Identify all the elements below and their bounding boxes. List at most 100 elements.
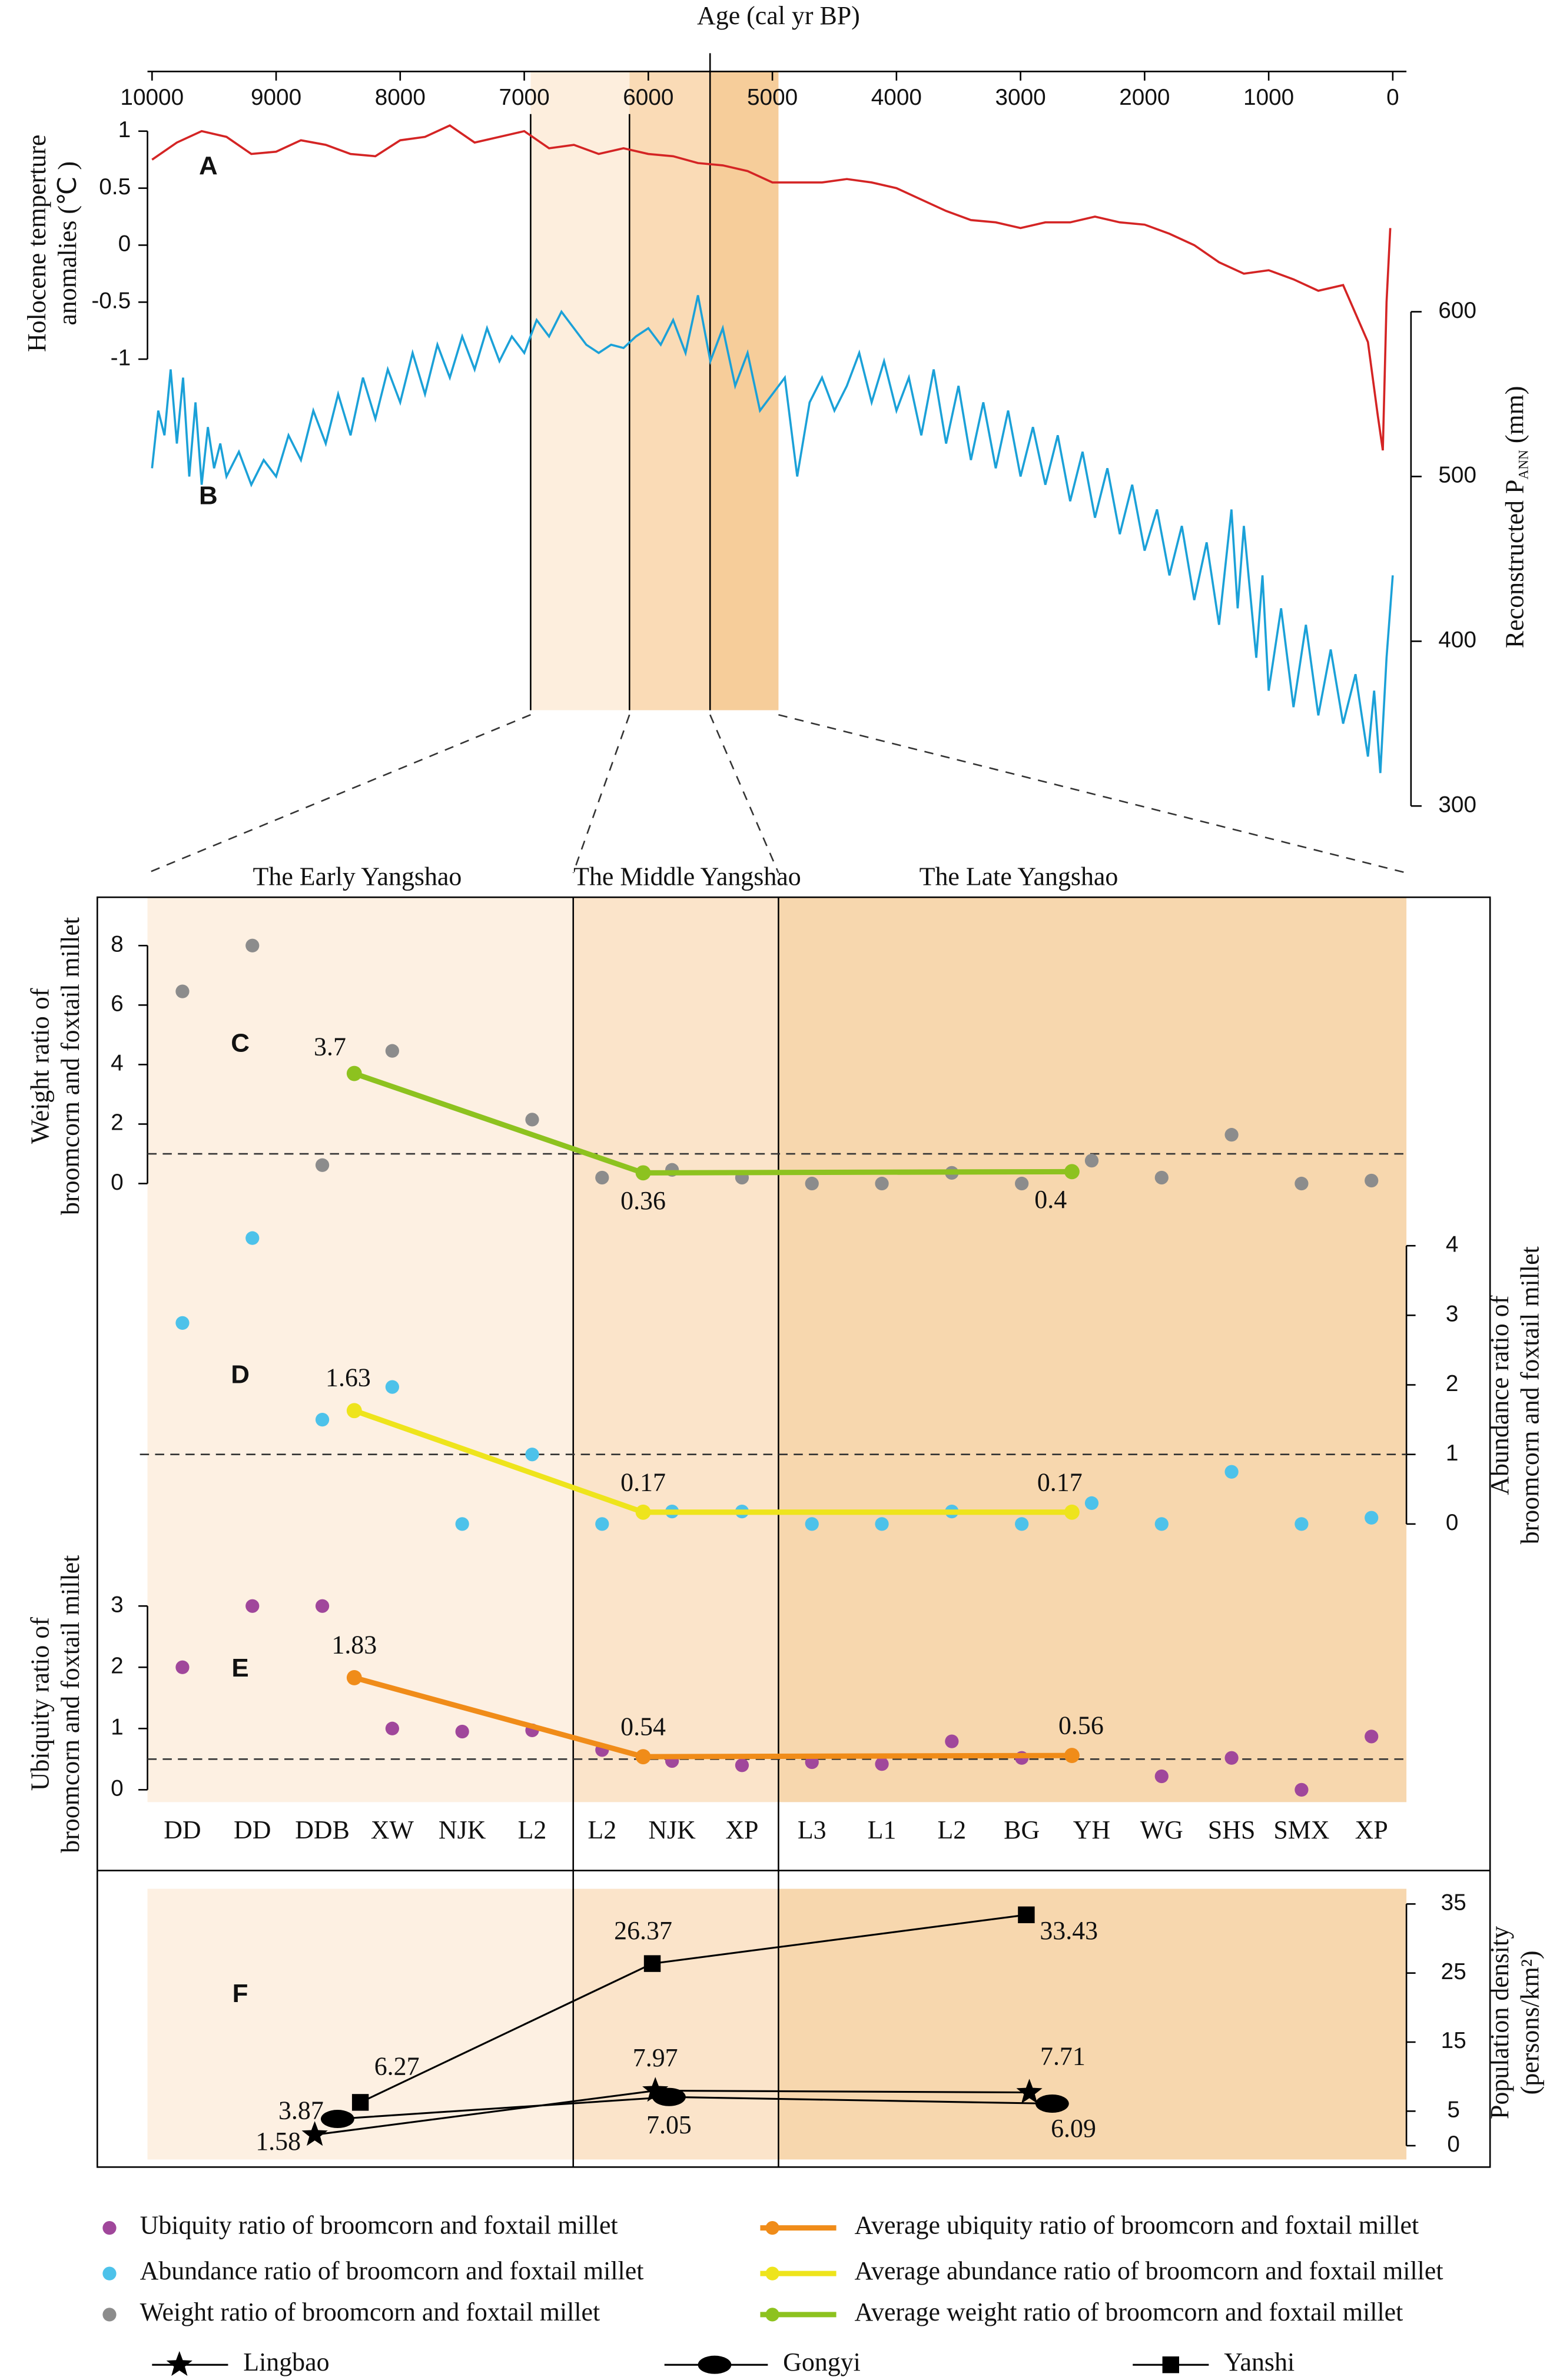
legend-label: Ubiquity ratio of broomcorn and foxtail …	[140, 2212, 618, 2240]
data-point	[175, 1660, 190, 1674]
y-tick-label: 0	[1446, 1510, 1459, 1535]
y-tick-label: 0	[111, 1170, 124, 1195]
value-label: 7.97	[633, 2044, 678, 2072]
value-label: 1.58	[255, 2127, 301, 2156]
value-label: 0.17	[1037, 1468, 1083, 1496]
value-label: 0.4	[1034, 1186, 1067, 1214]
period-label: The Middle Yangshao	[573, 862, 801, 891]
value-label: 0.54	[620, 1713, 666, 1741]
y2-axis-label: Reconstructed PANN (mm)	[1501, 386, 1532, 648]
y-tick-label: -1	[111, 345, 131, 370]
y-tick-label: 5	[1447, 2097, 1460, 2123]
period-label: The Early Yangshao	[253, 862, 462, 891]
average-point	[346, 1065, 362, 1081]
axis-label: Population density	[1486, 1926, 1514, 2119]
marker-ellipse	[1035, 2094, 1069, 2113]
connectors	[147, 713, 1407, 874]
value-label: 26.37	[614, 1917, 672, 1945]
y-tick-label: 3	[111, 1592, 124, 1617]
data-point	[525, 1448, 539, 1462]
data-point	[875, 1517, 889, 1531]
y-tick-label: 0	[111, 1776, 124, 1801]
band	[629, 71, 711, 711]
data-point	[1154, 1517, 1169, 1531]
x-tick-label: 1000	[1243, 85, 1294, 110]
y-tick-label: 8	[111, 932, 124, 957]
y-tick-label: 0	[118, 231, 131, 257]
legend-swatch	[102, 2308, 117, 2322]
x-tick-label: DD	[164, 1816, 201, 1844]
y-tick-label: 1	[1446, 1440, 1459, 1466]
data-point	[875, 1757, 889, 1771]
x-tick-label: L2	[937, 1816, 966, 1844]
band	[573, 1888, 779, 2160]
data-point	[175, 1316, 190, 1330]
marker-star	[301, 2121, 328, 2146]
marker-square	[1018, 1906, 1035, 1923]
data-point	[805, 1517, 819, 1531]
x-tick-label: L3	[798, 1816, 827, 1844]
axis-label: broomcorn and foxtail millet	[57, 917, 85, 1215]
period-label: The Late Yangshao	[920, 862, 1118, 891]
data-point	[315, 1158, 330, 1172]
data-point	[875, 1176, 889, 1191]
y-tick-label: -0.5	[91, 288, 131, 314]
x-tick-label: 5000	[747, 85, 798, 110]
y-tick-label: 0.5	[99, 174, 131, 200]
panel-label: B	[199, 481, 218, 510]
y2-label-part: (mm)	[1501, 386, 1529, 450]
series-line	[151, 295, 1394, 774]
legend-swatch	[765, 2266, 779, 2281]
band	[778, 897, 1407, 1803]
value-label: 3.7	[314, 1033, 346, 1061]
data-point	[735, 1758, 749, 1772]
y-tick-label: 2	[111, 1653, 124, 1678]
x-tick-label: L2	[588, 1816, 616, 1844]
data-point	[595, 1170, 609, 1185]
value-label: 1.83	[331, 1631, 377, 1659]
band	[573, 897, 779, 1803]
marker-star	[1016, 2079, 1043, 2104]
legend-swatch	[102, 2266, 117, 2281]
x-tick-label: 0	[1386, 85, 1399, 110]
x-tick-label: BG	[1004, 1816, 1040, 1844]
value-label: 33.43	[1040, 1917, 1098, 1945]
value-label: 3.87	[278, 2096, 324, 2125]
y2-label-part: Reconstructed P	[1501, 480, 1529, 649]
legend-swatch	[765, 2221, 779, 2235]
x-tick-label: 7000	[499, 85, 549, 110]
data-point	[315, 1412, 330, 1427]
value-label: 7.71	[1040, 2043, 1086, 2071]
marker-ellipse	[320, 2110, 354, 2129]
band	[147, 897, 573, 1803]
data-point	[1015, 1176, 1029, 1191]
x-tick-label: DD	[234, 1816, 271, 1844]
x-tick-label: SMX	[1273, 1816, 1329, 1844]
data-point	[245, 1599, 260, 1613]
average-point	[635, 1749, 651, 1765]
axis-label: Weight ratio of	[26, 988, 54, 1144]
period-bands-main	[97, 896, 1491, 2168]
band	[530, 71, 630, 711]
average-point	[635, 1504, 651, 1520]
x-tick-label: SHS	[1208, 1816, 1256, 1844]
data-point	[1015, 1517, 1029, 1531]
x-tick-label: NJK	[648, 1816, 696, 1844]
x-axis-label: Age (cal yr BP)	[697, 2, 860, 30]
data-point	[245, 1231, 260, 1245]
axis-label: (persons/km²)	[1516, 1950, 1545, 2094]
data-point	[525, 1113, 539, 1127]
data-point	[1224, 1751, 1239, 1765]
data-point	[1295, 1517, 1309, 1531]
x-tick-label: DDB	[295, 1816, 350, 1844]
average-point	[1064, 1748, 1080, 1764]
data-point	[175, 984, 190, 998]
legend-label: Gongyi	[783, 2348, 861, 2376]
y-tick-label: 6	[111, 991, 124, 1017]
marker-square	[351, 2094, 369, 2111]
value-label: 0.56	[1058, 1712, 1104, 1740]
legend-label: Lingbao	[243, 2348, 329, 2376]
data-point	[1224, 1465, 1239, 1479]
data-point	[1084, 1154, 1099, 1168]
y-tick-label: 25	[1441, 1959, 1466, 1984]
